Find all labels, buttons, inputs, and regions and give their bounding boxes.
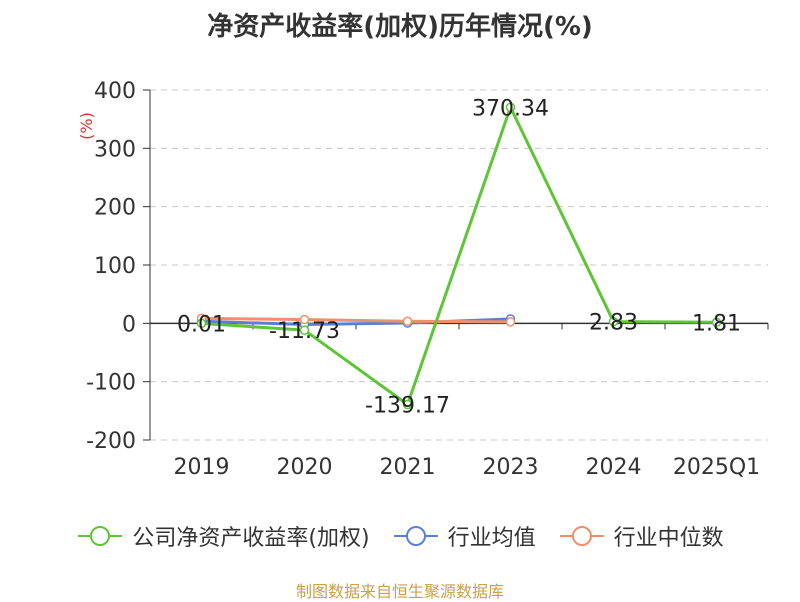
y-tick-label: 300 bbox=[94, 137, 136, 162]
data-point bbox=[402, 316, 413, 327]
data-label: -11.73 bbox=[269, 319, 340, 344]
data-label: 2.83 bbox=[589, 311, 638, 336]
data-point bbox=[505, 102, 516, 113]
series-line bbox=[201, 316, 511, 324]
legend-swatch-icon bbox=[393, 526, 438, 546]
data-label: 1.81 bbox=[692, 311, 741, 336]
data-point bbox=[299, 325, 310, 335]
x-tick-label: 2021 bbox=[380, 455, 436, 480]
x-tick-label: 2024 bbox=[586, 455, 642, 480]
y-tick-label: 0 bbox=[122, 312, 136, 337]
legend-item: 行业均值 bbox=[392, 520, 536, 552]
legend-item: 公司净资产收益率(加权) bbox=[76, 520, 370, 552]
legend-swatch-icon bbox=[78, 526, 123, 546]
data-point bbox=[505, 317, 516, 327]
data-label: 0.01 bbox=[177, 312, 226, 337]
legend-label: 行业均值 bbox=[447, 526, 536, 551]
y-axis-label: (%) bbox=[77, 112, 96, 140]
axes: -200 -100 0 100 200 300 400 2019 2020 2021 2023 202… bbox=[86, 79, 769, 480]
grid-lines bbox=[150, 89, 768, 441]
y-tick-label: -100 bbox=[86, 371, 136, 396]
data-point bbox=[196, 318, 207, 329]
data-labels: 0.01 -11.73 -139.17 370.34 2.83 1.81 bbox=[177, 96, 741, 418]
source-note: 制图数据来自恒生聚源数据库 bbox=[295, 582, 504, 601]
series-line bbox=[201, 105, 717, 407]
legend-swatch-icon bbox=[559, 526, 604, 546]
data-label: -139.17 bbox=[365, 394, 450, 419]
legend-label: 公司净资产收益率(加权) bbox=[132, 526, 370, 551]
x-tick-label: 2020 bbox=[277, 455, 333, 480]
data-label: 370.34 bbox=[472, 96, 549, 121]
data-point bbox=[711, 317, 722, 328]
y-tick-label: 200 bbox=[94, 196, 136, 221]
legend-item: 行业中位数 bbox=[558, 520, 724, 552]
x-tick-label: 2025Q1 bbox=[673, 455, 760, 480]
series-lines bbox=[196, 102, 722, 410]
x-tick-label: 2023 bbox=[483, 455, 539, 480]
data-point bbox=[402, 399, 413, 410]
data-point bbox=[608, 316, 619, 327]
legend-label: 行业中位数 bbox=[613, 526, 724, 551]
x-tick-label: 2019 bbox=[174, 455, 230, 480]
chart-title: 净资产收益率(加权)历年情况(%) bbox=[207, 12, 593, 42]
y-tick-label: -200 bbox=[86, 429, 136, 454]
data-point bbox=[299, 314, 310, 325]
y-tick-label: 400 bbox=[94, 79, 136, 104]
y-tick-label: 100 bbox=[94, 254, 136, 279]
legend: 公司净资产收益率(加权) 行业均值 行业中位数 bbox=[0, 520, 800, 552]
